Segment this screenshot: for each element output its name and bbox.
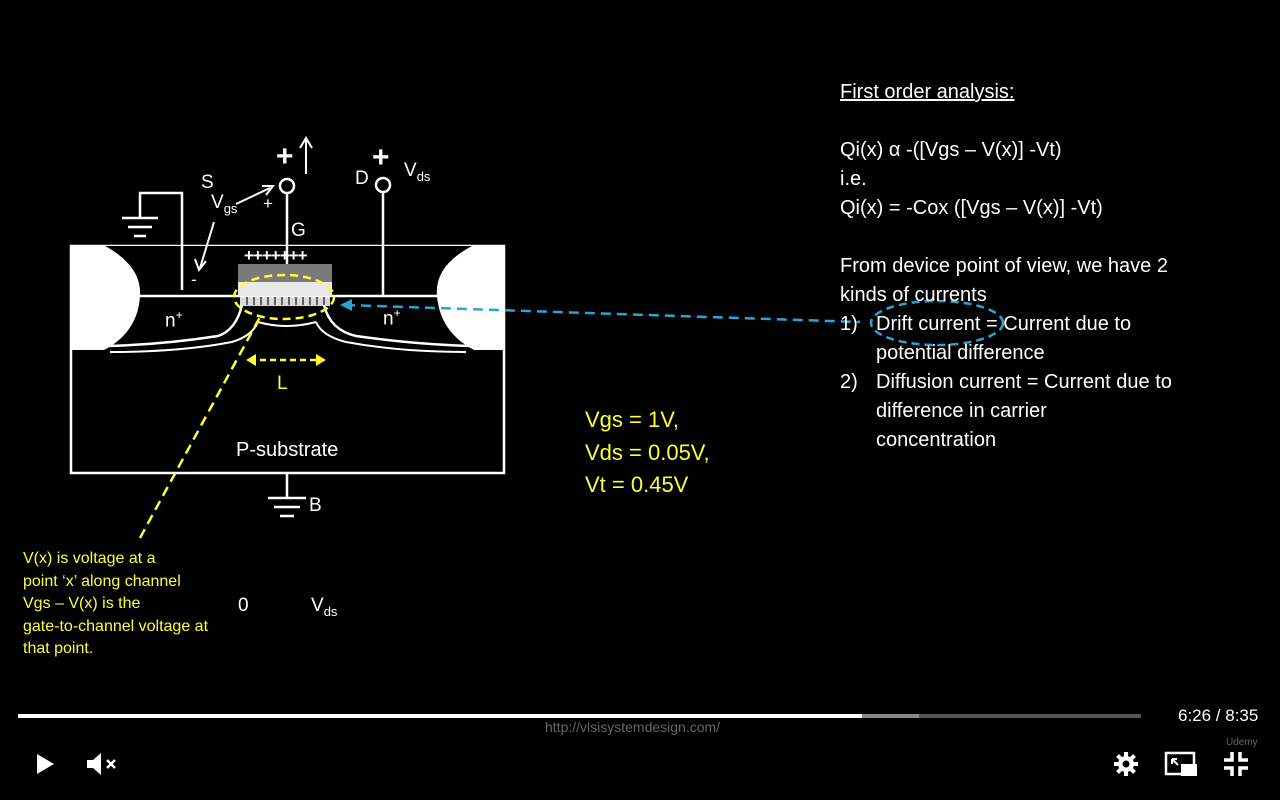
source-label: S [201,172,214,193]
mosfet-diagram [69,136,1005,539]
udemy-watermark: Udemy [1226,737,1258,748]
voltage-note: V(x) is voltage at a point ‘x’ along cha… [23,550,209,657]
gate-label: G [291,220,306,241]
gate-terminal [278,177,296,195]
vt-value: Vt = 0.45V [585,472,689,497]
muted-speaker-icon [87,753,116,775]
channel-depletion [257,321,317,327]
gate-charges: +++++++ [244,246,307,265]
drift-highlight [869,299,1005,347]
exit-fullscreen-icon [1224,752,1248,776]
pip-icon [1164,751,1197,776]
list-item: 1) Drift current = Current due to potent… [840,313,1132,364]
substrate-label: P-substrate [236,439,339,461]
gate-plus: + [276,140,294,173]
play-icon [37,754,54,774]
gear-icon [1114,752,1138,776]
analysis-panel: First order analysis: Qi(x) α -([Vgs – V… [840,78,1172,455]
analysis-heading: First order analysis: [840,81,1015,103]
parameter-values: Vgs = 1V, Vds = 0.05V, Vt = 0.45V [585,404,710,502]
drain-label: D [355,168,369,189]
vds-label: Vds [404,160,431,184]
channel-highlight [232,273,336,321]
mute-button[interactable] [84,751,120,777]
vgs-minus: - [191,270,197,289]
right-oxide [436,246,504,350]
equation-2: Qi(x) = -Cox ([Vgs – V(x)] -Vt) [840,197,1103,219]
n-plus-right: n+ [383,306,401,330]
left-depletion [109,321,259,353]
pointer-line [138,316,262,539]
settings-button[interactable] [1113,751,1139,777]
length-label: L [277,373,288,394]
drain-terminal [374,176,392,194]
exit-fullscreen-button[interactable] [1222,750,1250,778]
left-junction [103,304,244,348]
body-label: B [309,495,322,516]
gate-oxide [238,282,332,296]
play-button[interactable] [32,751,58,777]
axis-vds-label: Vds [311,595,338,619]
lecture-slide: S D G B + + Vds Vgs + - +++++++ n+ n+ L … [23,78,1172,657]
vgs-label: Vgs [211,192,238,216]
time-display: 6:26 / 8:35 [1178,706,1259,725]
intro-line-1: From device point of view, we have 2 [840,255,1168,277]
right-junction [322,304,475,348]
right-depletion [315,321,467,353]
source-wire [138,191,184,290]
drain-plus: + [372,141,390,174]
equation-1: Qi(x) α -([Vgs – V(x)] -Vt) [840,139,1062,161]
progress-played [18,714,863,718]
vds-value: Vds = 0.05V, [585,439,710,465]
vgs-value: Vgs = 1V, [585,407,679,432]
ie-text: i.e. [840,168,867,190]
axis-zero-label: 0 [238,595,249,616]
watermark-url: http://vlsisystemdesign.com/ [545,719,721,735]
vgs-arrow-down [199,221,215,269]
left-oxide [71,246,141,350]
intro-line-2: kinds of currents [840,284,987,306]
drift-arrow [344,303,861,324]
vgs-arrow-up [235,187,271,205]
list-item: 2) Diffusion current = Current due to di… [840,371,1172,451]
vgs-plus: + [263,194,273,213]
progress-bar[interactable] [18,714,1141,718]
n-plus-left: n+ [165,308,183,332]
picture-in-picture-button[interactable] [1164,750,1198,778]
